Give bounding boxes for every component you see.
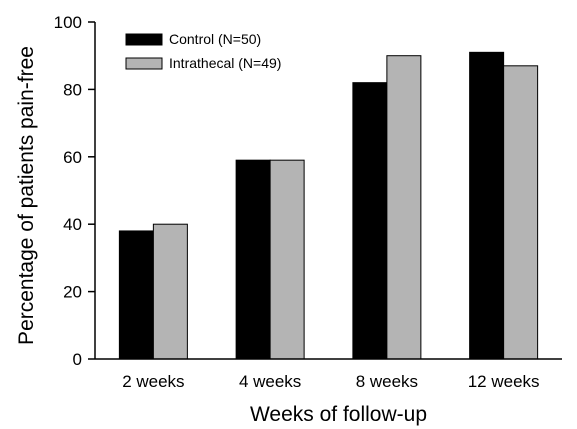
x-tick-label: 8 weeks (356, 372, 418, 391)
y-tick-label: 80 (63, 80, 82, 99)
axes-layer (94, 22, 562, 360)
x-ticks: 2 weeks 4 weeks 8 weeks 12 weeks (122, 372, 539, 391)
legend-label-intrathecal: Intrathecal (N=49) (169, 55, 281, 71)
bars-layer (118, 51, 539, 360)
y-ticks: 0 20 40 60 80 100 (54, 13, 95, 369)
y-tick-label: 40 (63, 215, 82, 234)
x-tick-label: 12 weeks (468, 372, 540, 391)
bar-intrathecal-3 (386, 55, 422, 360)
x-tick-label: 4 weeks (239, 372, 301, 391)
bar-control-4 (469, 51, 505, 360)
y-tick-label: 60 (63, 148, 82, 167)
y-axis-title: Percentage of patients pain-free (15, 46, 38, 345)
legend: Control (N=50) Intrathecal (N=49) (125, 31, 281, 71)
y-tick-label: 0 (73, 350, 82, 369)
bar-control-2 (235, 159, 271, 360)
y-tick-label: 20 (63, 283, 82, 302)
bar-control-1 (118, 230, 154, 360)
x-axis-title: Weeks of follow-up (250, 403, 427, 426)
bar-intrathecal-4 (503, 65, 539, 360)
legend-swatch-intrathecal (125, 57, 163, 70)
bar-control-3 (352, 82, 388, 360)
bar-intrathecal-1 (152, 223, 188, 360)
bar-intrathecal-2 (269, 159, 305, 360)
legend-label-control: Control (N=50) (169, 31, 261, 47)
legend-swatch-control (125, 33, 163, 46)
y-tick-label: 100 (54, 13, 82, 32)
x-tick-label: 2 weeks (122, 372, 184, 391)
